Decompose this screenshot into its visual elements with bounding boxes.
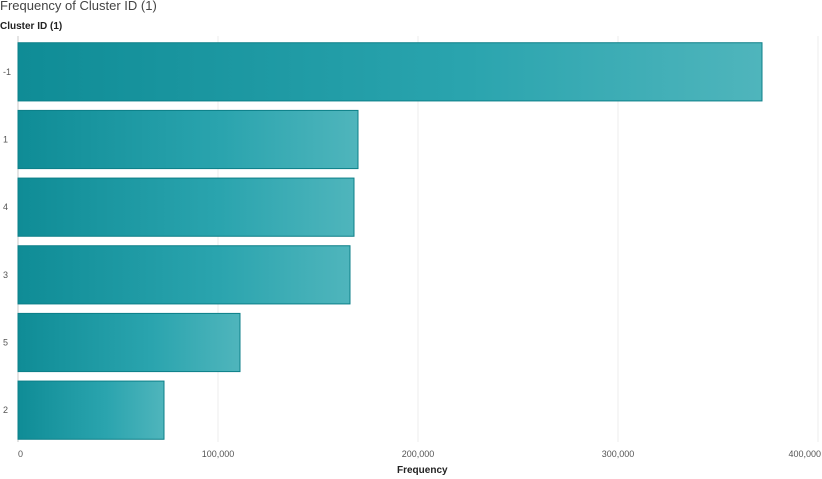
category-label: -1 — [3, 67, 11, 77]
category-label: 1 — [3, 135, 8, 145]
y-axis-title: Cluster ID (1) — [0, 21, 63, 32]
category-label: 4 — [3, 202, 8, 212]
bars — [17, 42, 763, 440]
category-label: 5 — [3, 338, 8, 348]
bar-5[interactable] — [17, 312, 241, 373]
x-tick-label: 0 — [18, 449, 23, 459]
x-tick-label: 100,000 — [202, 449, 235, 459]
bar-4[interactable] — [17, 177, 355, 237]
category-label: 3 — [3, 270, 8, 280]
x-tick-label: 200,000 — [402, 449, 435, 459]
category-labels: -1 1 4 3 5 2 — [3, 67, 11, 415]
bar--1[interactable] — [17, 42, 763, 102]
x-tick-label: 300,000 — [602, 449, 635, 459]
bar-2[interactable] — [17, 380, 165, 440]
x-axis-title: Frequency — [397, 465, 448, 476]
chart-title: Frequency of Cluster ID (1) — [0, 0, 157, 13]
grid-lines — [217, 36, 819, 442]
bar-1[interactable] — [17, 109, 359, 170]
bar-3[interactable] — [17, 245, 351, 305]
category-label: 2 — [3, 405, 8, 415]
x-tick-label: 400,000 — [788, 449, 821, 459]
x-tick-labels: 0 100,000 200,000 300,000 400,000 — [18, 449, 821, 459]
